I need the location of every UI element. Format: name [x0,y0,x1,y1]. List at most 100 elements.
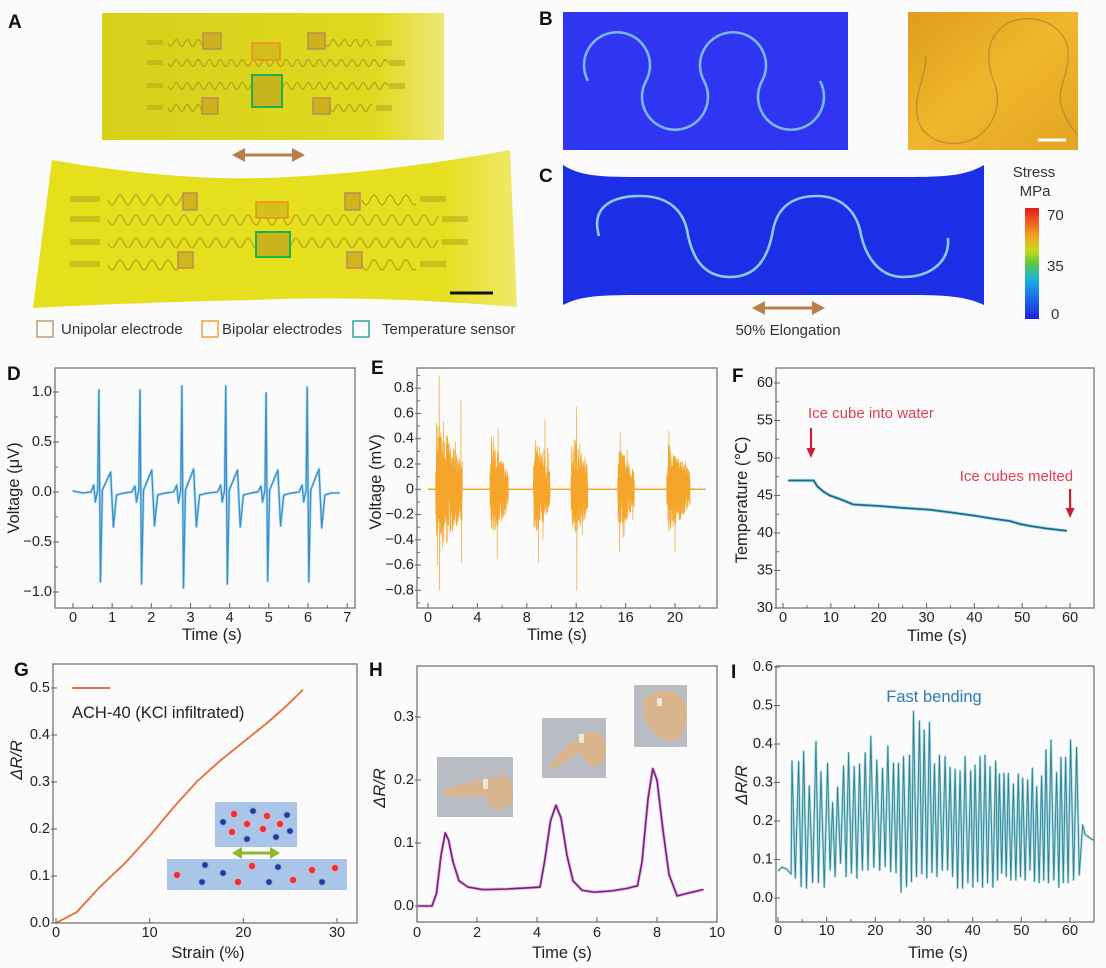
plot-area [72,384,340,590]
panel-label-f: F [732,366,744,387]
series-line [787,479,1068,532]
x-tick-label: 30 [918,610,934,626]
y-tick-label: 40 [757,525,773,541]
anion-dot [274,863,282,871]
y-tick-label: 60 [757,375,773,391]
panel-label-b: B [539,9,553,30]
device-marking [147,60,163,65]
x-tick-label: 4 [473,610,481,626]
cation-dot [227,828,236,837]
finger-photo-curled [634,685,687,747]
plot-area [787,478,1068,533]
y-tick-label: 0.2 [753,813,773,829]
device-marking [147,83,163,88]
y-tick-label: 0.8 [394,380,414,396]
chart-d: 0 1 2 3 4 5 6 7 −1.0 −0.5 0.0 0.5 1.0 Time (s) Voltage… [5,367,356,644]
hand-icon [442,776,513,809]
x-tick-label: 60 [1062,610,1078,626]
y-tick-label: 1.0 [32,384,52,400]
unipolar-electrode [307,32,326,50]
panel-label-a: A [8,12,22,33]
colorbar-gradient [1025,208,1039,319]
plot-area [777,710,1094,894]
y-tick-label: 0.2 [394,456,414,472]
legend-swatch [352,320,370,338]
electrode-boxes [177,192,363,269]
sensor-patch [483,779,488,789]
legend-label: Bipolar electrodes [222,321,342,338]
y-axis: −1.0 −0.5 0.0 0.5 1.0 [23,384,59,600]
emg-burst [532,419,551,563]
serpentine-interconnect [324,38,373,48]
x-tick-label: 20 [867,923,883,939]
cation-dot [275,820,284,829]
cation-dot [288,876,297,885]
hydrogel-matrix-relaxed [215,802,297,847]
series-line [777,710,1094,893]
legend-label: ACH-40 (KCl infiltrated) [72,704,244,722]
y-tick-label: −0.4 [385,532,414,548]
anion-dot [219,869,227,877]
x-axis-title: Time (s) [527,626,587,644]
plot-frame [775,665,1095,923]
arrow-head-right [812,301,825,315]
x-axis-title: Time (s) [532,944,592,962]
emg-burst [489,428,509,560]
chart-i: 0 10 20 30 40 50 60 0.0 0.1 0.2 0.3 0.4 0.5 0.6 Time (… [733,659,1095,962]
legend-item-bipolar: Bipolar electrodes [201,320,342,338]
x-tick-label: 40 [966,610,982,626]
y-axis-title: Voltage (mV) [367,434,385,529]
cation-dot [262,812,271,821]
emg-burst [570,406,589,591]
text-blob-group [147,40,405,111]
y-tick-label: 0.1 [753,852,773,868]
device-marking [70,216,100,222]
y-axis-title: ΔR/R [733,765,751,806]
plot-area [417,767,704,908]
x-axis-title: Time (s) [908,944,968,962]
anion-dot [201,861,209,869]
cation-dot [258,825,267,834]
electrode-boxes [201,32,331,115]
cation-dot [242,820,251,829]
device-marking [442,216,468,222]
chart-h: 0 2 4 6 8 10 0.0 0.1 0.2 0.3 Time (s) ΔR/R [371,665,725,962]
emg-burst [666,430,691,553]
x-tick-label: 2 [147,610,155,626]
x-tick-label: 50 [1013,923,1029,939]
y-tick-label: 0.2 [394,772,414,788]
panel-b: B [539,9,1079,150]
device-marking [389,60,405,66]
y-tick-label: 0.6 [753,659,773,675]
x-tick-label: 50 [1014,610,1030,626]
stretch-arrow [232,148,305,162]
elongation-caption: 50% Elongation [735,322,840,339]
serpentine-interconnect [107,214,439,226]
emg-burst [617,432,635,553]
x-axis: 0 2 4 6 8 10 [413,917,725,941]
device-substrate [33,150,517,308]
bipolar-electrode [251,42,281,61]
annotation-text: Ice cubes melted [960,468,1073,485]
device-marking [420,261,446,267]
panel-c: C 50% Elongation Stress MPa 70 35 0 [539,164,1064,339]
legend: Unipolar electrode Bipolar electrodes Te… [36,320,515,338]
series-line [55,689,304,923]
plot-area [55,689,304,923]
plot-area [427,375,706,591]
y-tick-label: −0.6 [385,557,414,573]
anion-dot [219,818,227,826]
legend-item-unipolar: Unipolar electrode [36,320,183,338]
x-tick-label: 5 [265,610,273,626]
x-tick-label: 0 [413,925,421,941]
ion-schematic-inset [167,802,347,890]
device-marking [70,239,100,245]
panel-a: A [8,12,517,338]
y-tick-label: 0 [406,481,414,497]
plot-frame [775,367,1095,609]
chart-g: 0 10 20 30 0.0 0.1 0.2 0.3 0.4 0.5 Strain (%) ΔR/R [8,663,358,962]
colorbar-tick-label: 70 [1047,207,1064,224]
serpentine-trace [582,31,826,131]
legend-swatch [201,320,219,338]
sensor-patch [579,734,584,743]
